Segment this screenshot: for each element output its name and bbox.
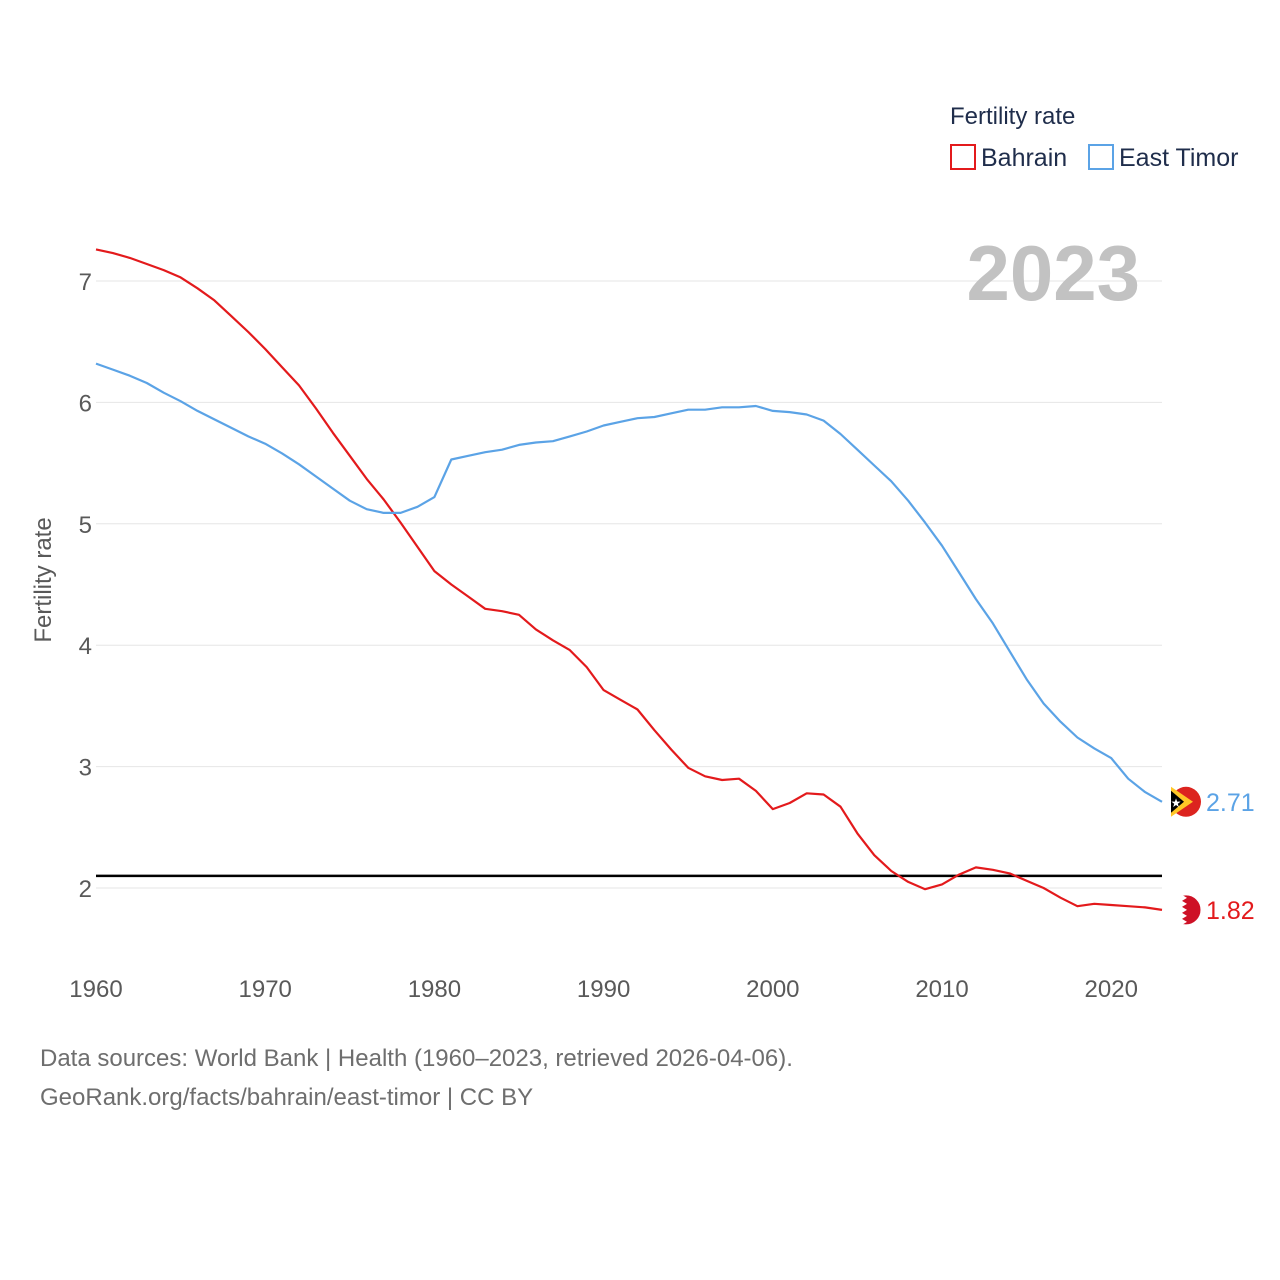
bahrain-flag-white <box>1171 894 1187 925</box>
x-tick-label: 1990 <box>577 976 630 1003</box>
y-tick-label: 3 <box>79 755 92 782</box>
x-tick-label: 2020 <box>1085 976 1138 1003</box>
y-axis-ticks: 2 3 4 5 6 7 <box>79 269 92 903</box>
legend-title: Fertility rate <box>950 103 1075 130</box>
end-label-east-timor: 2.71 <box>1206 789 1255 817</box>
x-tick-label: 1980 <box>408 976 461 1003</box>
legend-swatch-east-timor <box>1088 144 1114 170</box>
series-lines <box>95 248 1163 911</box>
footer-credit: GeoRank.org/facts/bahrain/east-timor | C… <box>40 1084 534 1111</box>
x-tick-label: 1960 <box>69 976 122 1003</box>
footer-sources: Data sources: World Bank | Health (1960–… <box>40 1045 793 1072</box>
y-tick-label: 4 <box>79 633 92 660</box>
legend-item-east-timor[interactable]: East Timor <box>1088 144 1238 172</box>
legend-label-bahrain: Bahrain <box>981 144 1067 172</box>
series-line-east-timor <box>95 362 1163 803</box>
x-tick-label: 2000 <box>746 976 799 1003</box>
legend-item-bahrain[interactable]: Bahrain <box>950 144 1067 172</box>
bahrain-flag <box>1170 894 1202 926</box>
x-tick-label: 2010 <box>915 976 968 1003</box>
y-tick-label: 5 <box>79 512 92 539</box>
legend-swatch-bahrain <box>950 144 976 170</box>
east-timor-flag: ★ <box>1171 786 1201 817</box>
grid-lines <box>96 280 1162 889</box>
end-markers: 1.82 ★ 2.71 <box>1170 786 1255 926</box>
legend-label-east-timor: East Timor <box>1119 144 1238 172</box>
east-timor-flag-star: ★ <box>1171 796 1182 810</box>
end-label-bahrain: 1.82 <box>1206 897 1255 925</box>
y-tick-label: 7 <box>79 269 92 296</box>
y-tick-label: 6 <box>79 390 92 417</box>
year-watermark: 2023 <box>966 229 1140 317</box>
series-line-bahrain <box>95 248 1163 911</box>
x-tick-label: 1970 <box>239 976 292 1003</box>
y-tick-label: 2 <box>79 876 92 903</box>
y-axis-title: Fertility rate <box>30 517 57 642</box>
east-timor-flag-black <box>1171 790 1184 813</box>
legend[interactable]: Fertility rate Bahrain East Timor <box>950 103 1238 172</box>
x-axis-ticks: 1960 1970 1980 1990 2000 2010 2020 <box>69 976 1138 1003</box>
bahrain-flag-rim <box>1170 894 1202 926</box>
